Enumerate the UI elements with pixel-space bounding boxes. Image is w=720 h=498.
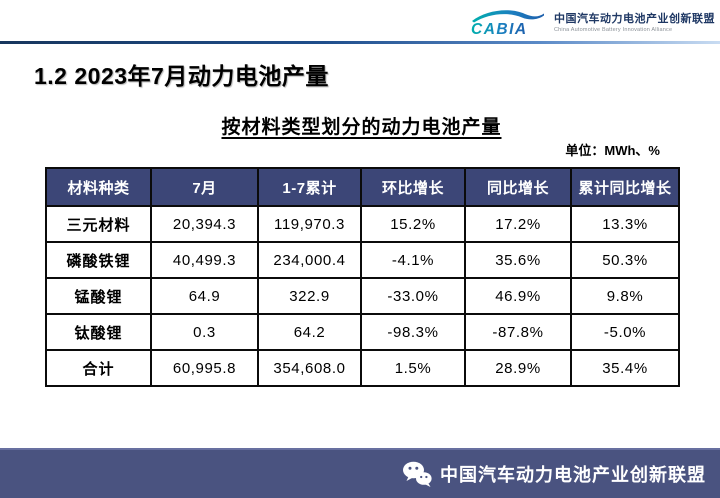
- table-cell: 354,608.0: [257, 349, 362, 387]
- table-row-total: 合计 60,995.8 354,608.0 1.5% 28.9% 35.4%: [45, 349, 680, 387]
- table-cell: 40,499.3: [150, 241, 259, 279]
- material-label: 钛酸锂: [45, 313, 152, 351]
- table-cell: 46.9%: [464, 277, 572, 315]
- table-cell: -5.0%: [570, 313, 680, 351]
- org-name: 中国汽车动力电池产业创新联盟: [554, 12, 715, 25]
- material-label: 合计: [45, 349, 152, 387]
- table-cell: -98.3%: [360, 313, 466, 351]
- table-title: 按材料类型划分的动力电池产量: [221, 117, 502, 138]
- table-cell: -33.0%: [360, 277, 466, 315]
- top-header: CABIA 中国汽车动力电池产业创新联盟 China Automotive Ba…: [0, 0, 720, 41]
- table-cell: 9.8%: [570, 277, 680, 315]
- table-cell: 13.3%: [570, 205, 680, 243]
- cabia-logo-icon: CABIA: [471, 10, 544, 38]
- wechat-icon: [403, 461, 432, 487]
- table-cell: -4.1%: [360, 241, 466, 279]
- table-cell: 64.9: [150, 277, 259, 315]
- logo-group: CABIA 中国汽车动力电池产业创新联盟 China Automotive Ba…: [468, 8, 715, 38]
- footer-bar: 中国汽车动力电池产业创新联盟: [0, 448, 720, 498]
- battery-production-table: 材料种类 7月 1-7累计 环比增长 同比增长 累计同比增长 三元材料 20,3…: [45, 167, 680, 387]
- car-swoosh-icon: [472, 10, 544, 23]
- material-label: 锰酸锂: [45, 277, 152, 315]
- header-divider-line: [0, 41, 720, 44]
- table-cell: 17.2%: [464, 205, 572, 243]
- table-cell: 28.9%: [464, 349, 572, 387]
- column-header: 1-7累计: [257, 167, 362, 207]
- table-cell: 119,970.3: [257, 205, 362, 243]
- table-cell: -87.8%: [464, 313, 572, 351]
- column-header: 同比增长: [464, 167, 572, 207]
- table-cell: 35.4%: [570, 349, 680, 387]
- table-row: 三元材料 20,394.3 119,970.3 15.2% 17.2% 13.3…: [45, 205, 680, 243]
- table-cell: 50.3%: [570, 241, 680, 279]
- table-cell: 35.6%: [464, 241, 572, 279]
- table-row: 锰酸锂 64.9 322.9 -33.0% 46.9% 9.8%: [45, 277, 680, 315]
- column-header: 累计同比增长: [570, 167, 680, 207]
- table-cell: 1.5%: [360, 349, 466, 387]
- table-row: 磷酸铁锂 40,499.3 234,000.4 -4.1% 35.6% 50.3…: [45, 241, 680, 279]
- org-block: 中国汽车动力电池产业创新联盟 China Automotive Battery …: [554, 13, 715, 34]
- table-header-row: 材料种类 7月 1-7累计 环比增长 同比增长 累计同比增长: [45, 167, 680, 207]
- table-cell: 0.3: [150, 313, 259, 351]
- table-cell: 234,000.4: [257, 241, 362, 279]
- org-name-en: China Automotive Battery Innovation Alli…: [554, 26, 673, 33]
- material-label: 三元材料: [45, 205, 152, 243]
- material-label: 磷酸铁锂: [45, 241, 152, 279]
- table-cell: 60,995.8: [150, 349, 259, 387]
- table-cell: 15.2%: [360, 205, 466, 243]
- unit-label: 单位：MWh、%: [565, 143, 660, 158]
- column-header: 材料种类: [45, 167, 152, 207]
- logo-text: CABIA: [471, 21, 528, 38]
- table-row: 钛酸锂 0.3 64.2 -98.3% -87.8% -5.0%: [45, 313, 680, 351]
- footer-org-name: 中国汽车动力电池产业创新联盟: [440, 465, 706, 485]
- page-title: 1.2 2023年7月动力电池产量: [34, 63, 329, 89]
- table-cell: 20,394.3: [150, 205, 259, 243]
- column-header: 环比增长: [360, 167, 466, 207]
- column-header: 7月: [150, 167, 259, 207]
- table-cell: 322.9: [257, 277, 362, 315]
- table-cell: 64.2: [257, 313, 362, 351]
